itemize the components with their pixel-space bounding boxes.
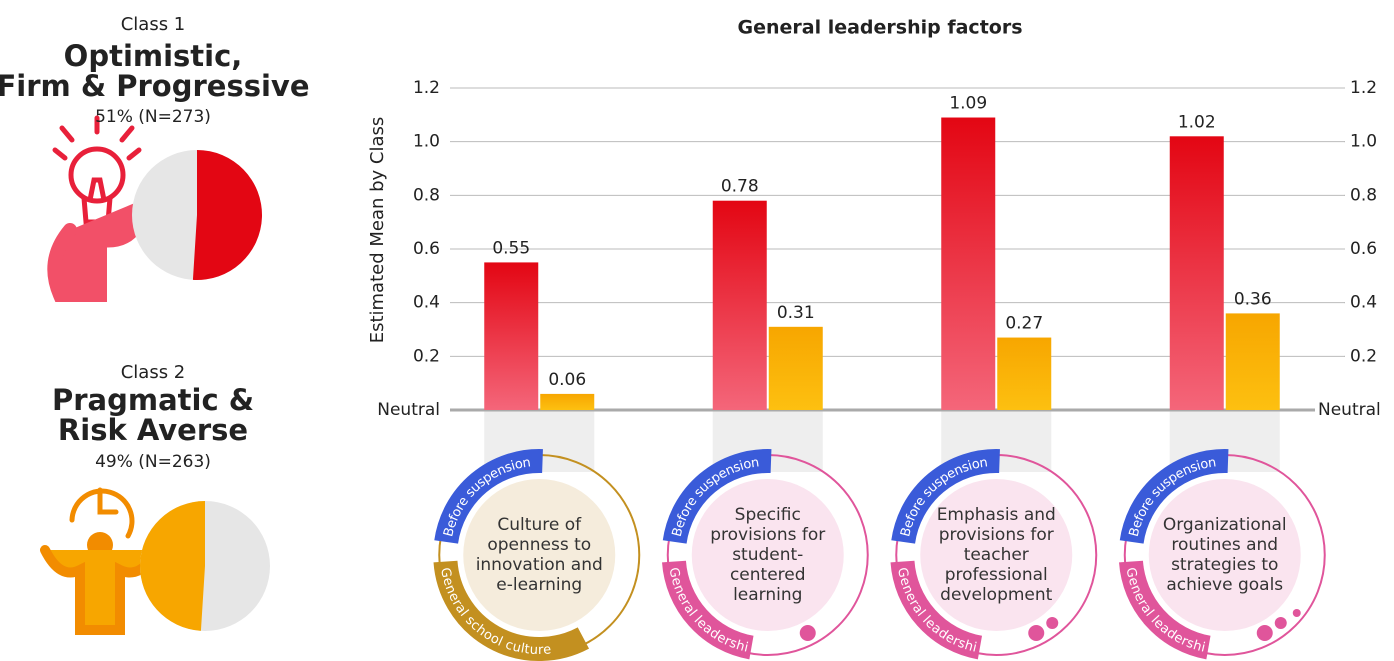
bar (713, 201, 767, 410)
class-label: Class 2 (121, 362, 186, 383)
bar (1170, 136, 1224, 410)
y-tick-label: 0.2 (413, 346, 440, 366)
pie-slice (193, 150, 262, 280)
y-tick-label: 1.0 (413, 132, 440, 152)
bar (1226, 313, 1280, 410)
bar (941, 118, 995, 410)
bar (484, 262, 538, 410)
value-label: 0.78 (721, 177, 759, 197)
category-label: Emphasis and provisions for teacher prof… (931, 480, 1061, 630)
y-tick-label: 0.4 (413, 293, 440, 313)
decor-dot (1293, 609, 1301, 617)
pie-slice (140, 501, 205, 631)
class-name: Firm & Progressive (0, 69, 310, 103)
y2-tick-label: 0.2 (1350, 346, 1377, 366)
value-label: 0.27 (1005, 314, 1043, 334)
class-name: Optimistic, (64, 39, 243, 73)
y2-tick-label: 0.4 (1350, 293, 1377, 313)
class-name: Pragmatic & (52, 383, 254, 417)
infographic: Class 1 Optimistic, Firm & Progressive 5… (0, 0, 1394, 661)
y2-tick-label: 1.2 (1350, 78, 1377, 98)
y-tick-label: Neutral (377, 400, 440, 420)
bar (540, 394, 594, 410)
value-label: 1.09 (949, 94, 987, 114)
value-label: 0.06 (548, 370, 586, 390)
y-tick-label: 0.6 (413, 239, 440, 259)
category-label: Organizational routines and strategies t… (1160, 480, 1290, 630)
class-label: Class 1 (121, 14, 186, 35)
y-tick-label: 0.8 (413, 185, 440, 205)
category-label: Specific provisions for student-centered… (703, 480, 833, 630)
category-box: Emphasis and provisions for teacher prof… (931, 480, 1061, 630)
value-label: 0.55 (492, 238, 530, 258)
value-label: 0.31 (777, 303, 815, 323)
category-box: Culture of openness to innovation and e-… (474, 480, 604, 630)
category-box: Organizational routines and strategies t… (1160, 480, 1290, 630)
category-label: Culture of openness to innovation and e-… (474, 480, 604, 630)
bar (997, 338, 1051, 410)
class-name: Risk Averse (58, 413, 248, 447)
bar (769, 327, 823, 410)
y2-tick-label: Neutral (1318, 400, 1381, 420)
y-tick-label: 1.2 (413, 78, 440, 98)
category-box: Specific provisions for student-centered… (703, 480, 833, 630)
y2-tick-label: 1.0 (1350, 132, 1377, 152)
value-label: 0.36 (1234, 289, 1272, 309)
class-share: 51% (N=273) (95, 107, 211, 127)
y2-tick-label: 0.8 (1350, 185, 1377, 205)
class-share: 49% (N=263) (95, 452, 211, 472)
lightbulb-icon (54, 118, 142, 295)
chart-title: General leadership factors (737, 17, 1022, 39)
y-axis-label: Estimated Mean by Class (367, 117, 388, 344)
y2-tick-label: 0.6 (1350, 239, 1377, 259)
value-label: 1.02 (1178, 112, 1216, 132)
